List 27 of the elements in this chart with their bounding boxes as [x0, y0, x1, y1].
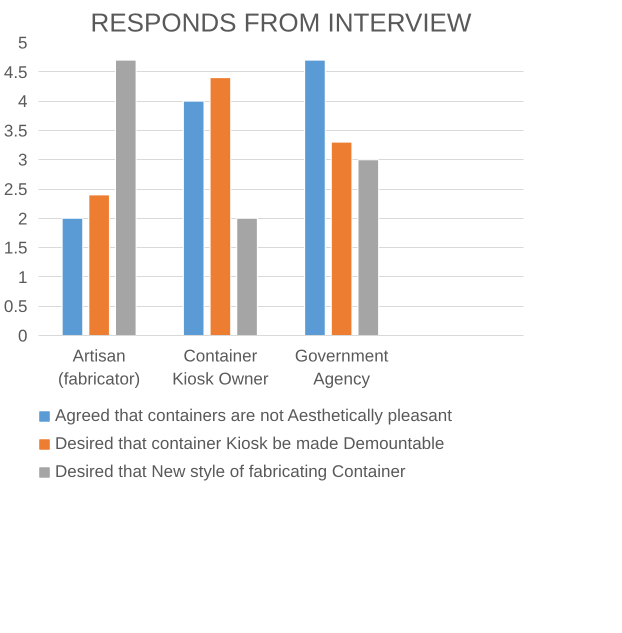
legend-label: Desired that container Kiosk be made Demountable [55, 434, 444, 454]
bar [182, 100, 205, 336]
legend-label: Desired that New style of fabricating Container [55, 462, 406, 482]
bar [357, 159, 380, 336]
x-tick-label: Government Agency [294, 346, 389, 388]
y-tick-label: 2.5 [4, 180, 28, 199]
y-tick-label: 3 [18, 150, 28, 170]
y-tick-label: 3.5 [4, 121, 28, 140]
bar [88, 194, 110, 336]
bar [210, 77, 232, 336]
chart-title: RESPONDS FROM INTERVIEW [90, 8, 472, 38]
y-tick-label: 2 [18, 209, 28, 228]
y-tick-label: 0 [18, 326, 28, 346]
y-tick-label: 1.5 [4, 238, 28, 258]
x-tick-label: Container Kiosk Owner [172, 346, 269, 388]
y-tick-label: 1 [18, 268, 28, 287]
y-tick-label: 4.5 [4, 62, 28, 82]
y-tick-label: 5 [18, 34, 28, 52]
bar [330, 142, 352, 336]
bar [236, 218, 258, 336]
legend-label: Agreed that containers are not Aesthetically pleasant [55, 406, 452, 426]
y-tick-label: 0.5 [4, 297, 28, 316]
y-tick-label: 4 [18, 92, 28, 112]
bar [114, 60, 137, 336]
x-tick-label: Artisan (fabricator) [58, 346, 140, 388]
bar [304, 60, 326, 336]
bar [62, 218, 84, 336]
